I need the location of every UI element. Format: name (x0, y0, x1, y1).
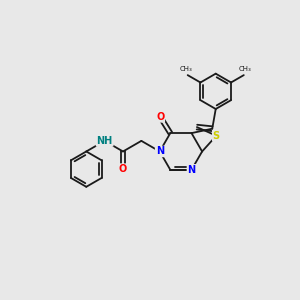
Text: S: S (213, 131, 220, 141)
Text: N: N (188, 165, 196, 175)
Text: O: O (119, 164, 127, 174)
Text: CH₃: CH₃ (239, 66, 252, 72)
Text: O: O (156, 112, 164, 122)
Text: N: N (156, 146, 164, 157)
Text: CH₃: CH₃ (180, 66, 193, 72)
Text: NH: NH (97, 136, 113, 146)
